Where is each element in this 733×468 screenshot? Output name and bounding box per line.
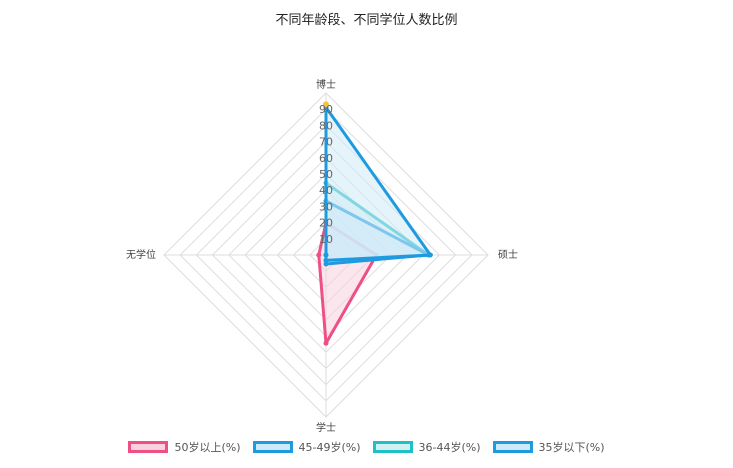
- legend-swatch: [492, 441, 533, 453]
- tick-label: 60: [319, 152, 333, 165]
- radar-series-layer: [316, 101, 433, 346]
- tick-label: 50: [319, 168, 333, 181]
- legend-item-0[interactable]: 50岁以上(%): [128, 439, 241, 455]
- axis-label-1: 硕士: [498, 248, 518, 261]
- data-point-series-0-3: [316, 252, 322, 258]
- series-area-1: [324, 105, 432, 262]
- axis-label-3: 无学位: [126, 248, 156, 261]
- legend-swatch: [252, 441, 293, 453]
- legend-item-3[interactable]: 35岁以下(%): [492, 439, 605, 455]
- tick-label: 20: [319, 217, 333, 230]
- data-point-series-3-2: [323, 261, 329, 267]
- data-point-series-0-2: [323, 340, 329, 346]
- axis-label-2: 学士: [316, 421, 336, 434]
- data-point-series-1-3: [323, 252, 329, 258]
- highlight-point: [323, 101, 329, 108]
- legend-swatch: [372, 441, 413, 453]
- tick-label: 40: [319, 184, 333, 197]
- legend-label: 50岁以上(%): [174, 441, 241, 454]
- legend-label: 45-49岁(%): [298, 441, 361, 454]
- data-point-series-1-1: [427, 252, 433, 258]
- tick-label: 70: [319, 136, 333, 149]
- legend-label: 35岁以下(%): [538, 441, 605, 454]
- tick-label: 10: [319, 233, 333, 246]
- tick-label: 90: [319, 103, 333, 116]
- legend-item-1[interactable]: 45-49岁(%): [252, 439, 361, 455]
- axis-label-0: 博士: [316, 78, 336, 91]
- legend: 50岁以上(%) 45-49岁(%) 36-44岁(%) 35岁以下(%): [0, 438, 733, 456]
- tick-label: 80: [319, 119, 333, 132]
- tick-label: 30: [319, 200, 333, 213]
- legend-swatch: [128, 441, 169, 453]
- data-point-series-1-2: [323, 257, 329, 263]
- chart-title: 不同年龄段、不同学位人数比例: [275, 13, 458, 28]
- legend-item-2[interactable]: 36-44岁(%): [372, 439, 481, 455]
- legend-label: 36-44岁(%): [418, 441, 481, 454]
